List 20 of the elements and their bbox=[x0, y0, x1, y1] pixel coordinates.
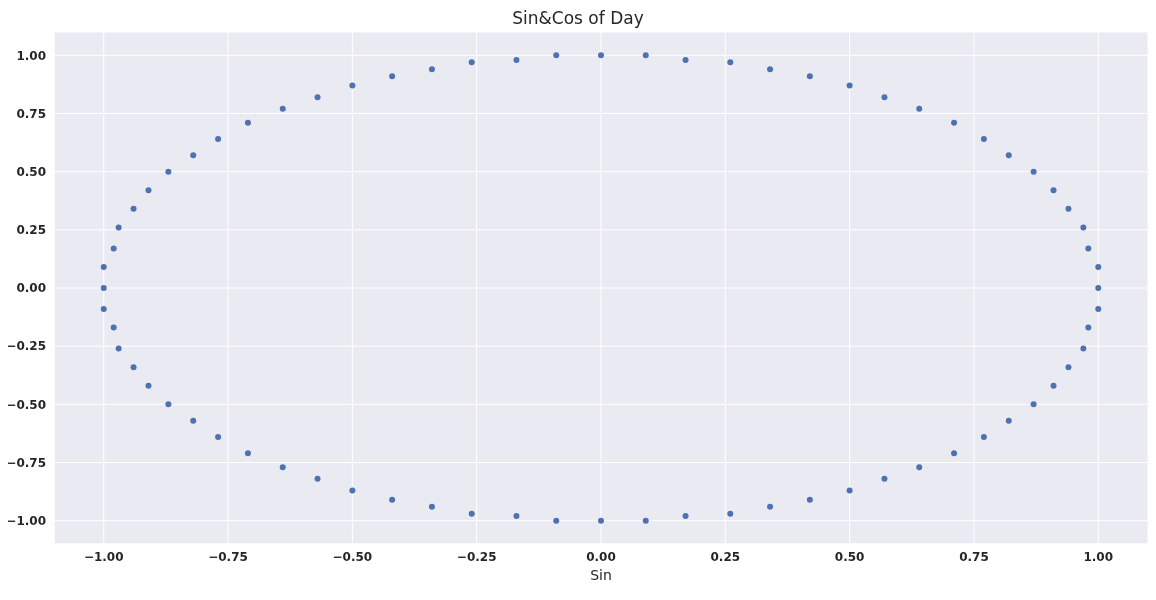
x-tick-label: 1.00 bbox=[1083, 549, 1114, 564]
x-tick-label: −0.25 bbox=[456, 549, 497, 564]
x-tick-label: 0.75 bbox=[959, 549, 989, 564]
x-tick-label: −0.50 bbox=[332, 549, 373, 564]
y-tick-label: −1.00 bbox=[6, 513, 46, 528]
x-tick-label: 0.50 bbox=[834, 549, 865, 564]
x-tick-label: 0.25 bbox=[710, 549, 741, 564]
x-tick-label: −1.00 bbox=[83, 549, 124, 564]
x-axis-title: Sin bbox=[590, 567, 612, 583]
y-tick-label: −0.50 bbox=[6, 397, 46, 412]
y-tick-label: −0.75 bbox=[6, 455, 46, 470]
y-tick-label: 0.25 bbox=[16, 223, 46, 238]
y-tick-label: 1.00 bbox=[16, 48, 46, 63]
y-tick-label: 0.75 bbox=[16, 106, 46, 121]
x-tick-label: −0.75 bbox=[208, 549, 248, 564]
x-tick-label: 0.00 bbox=[586, 549, 616, 564]
y-tick-label: 0.00 bbox=[16, 281, 46, 296]
y-tick-label: 0.50 bbox=[16, 164, 46, 179]
chart-title: Sin&Cos of Day bbox=[511, 8, 645, 30]
y-tick-label: −0.25 bbox=[6, 339, 46, 354]
